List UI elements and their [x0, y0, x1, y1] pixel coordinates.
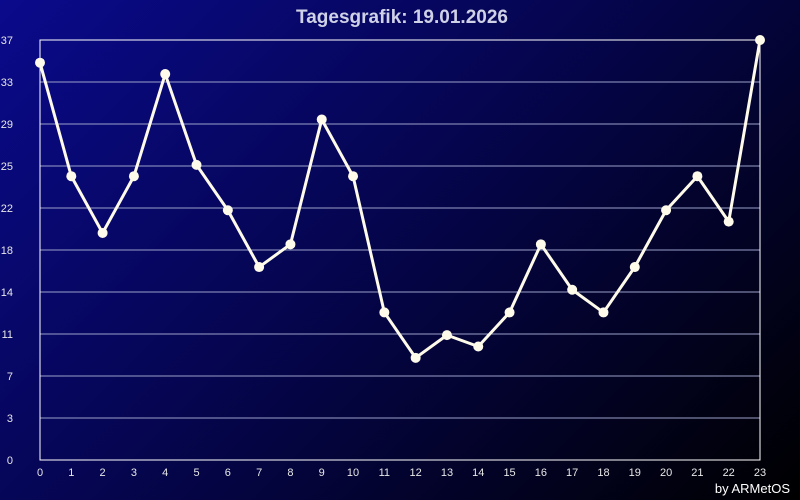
x-tick-label: 0: [37, 467, 43, 479]
x-tick-label: 17: [566, 467, 578, 479]
data-point: [441, 330, 452, 341]
data-point: [35, 57, 45, 68]
x-tick-label: 20: [660, 467, 672, 479]
x-tick-label: 21: [691, 467, 703, 479]
data-point: [504, 307, 515, 318]
x-tick-label: 3: [131, 467, 137, 479]
x-tick-label: 19: [629, 467, 641, 479]
plot-area-frame: [39, 39, 761, 461]
y-tick-label: 33: [1, 77, 13, 89]
credit-label: by ARMetOS: [715, 481, 790, 496]
x-tick-label: 14: [472, 467, 484, 479]
series-line: [38, 39, 762, 360]
x-tick-label: 6: [225, 467, 231, 479]
data-point: [629, 262, 640, 273]
x-tick-label: 4: [162, 467, 168, 479]
data-point: [473, 341, 484, 352]
x-tick-label: 11: [379, 467, 390, 479]
data-point: [723, 216, 734, 227]
x-tick-label: 22: [723, 467, 735, 479]
x-tick-label: 8: [287, 467, 293, 479]
data-point: [128, 171, 139, 182]
y-tick-label: 29: [1, 119, 13, 131]
y-tick-label: 3: [7, 413, 13, 425]
y-tick-label: 37: [1, 35, 13, 47]
data-point: [97, 227, 108, 238]
data-point: [160, 69, 171, 80]
y-tick-label: 11: [2, 329, 13, 341]
x-tick-label: 9: [319, 467, 325, 479]
chart-title: Tagesgrafik: 19.01.2026: [296, 7, 508, 28]
x-tick-label: 5: [193, 467, 199, 479]
y-tick-label: 0: [7, 455, 13, 467]
x-tick-label: 2: [100, 467, 106, 479]
x-tick-label: 13: [441, 467, 453, 479]
x-tick-label: 12: [410, 467, 422, 479]
data-point: [410, 352, 421, 363]
data-point: [755, 35, 765, 45]
y-tick-label: 18: [1, 245, 13, 257]
data-point: [379, 307, 390, 318]
data-point: [191, 159, 202, 170]
x-tick-label: 18: [597, 467, 609, 479]
x-tick-label: 1: [68, 467, 74, 479]
y-tick-label: 7: [7, 371, 13, 383]
y-tick-label: 14: [1, 287, 13, 299]
x-tick-label: 15: [503, 467, 515, 479]
data-point: [598, 307, 609, 318]
data-point: [661, 205, 672, 216]
data-point: [316, 114, 327, 125]
x-tick-label: 23: [754, 467, 766, 479]
x-tick-label: 10: [347, 467, 359, 479]
data-point: [692, 171, 703, 182]
data-point: [254, 262, 265, 273]
grid-lines: [40, 81, 760, 419]
series-layer: [35, 35, 765, 363]
x-tick-label: 16: [535, 467, 547, 479]
data-point: [285, 239, 296, 250]
data-point: [66, 171, 77, 182]
y-tick-label: 25: [1, 161, 13, 173]
x-tick-label: 7: [256, 467, 262, 479]
data-point: [567, 284, 578, 295]
data-point: [222, 205, 233, 216]
data-point: [535, 239, 546, 250]
x-tick-labels: 0 1 2 3 4 5 6 7 8 9 10 11 12 13 14 15 16 17 18 19 20 21 22 23: [37, 467, 766, 479]
data-point: [348, 171, 359, 182]
y-tick-label: 22: [1, 203, 13, 215]
